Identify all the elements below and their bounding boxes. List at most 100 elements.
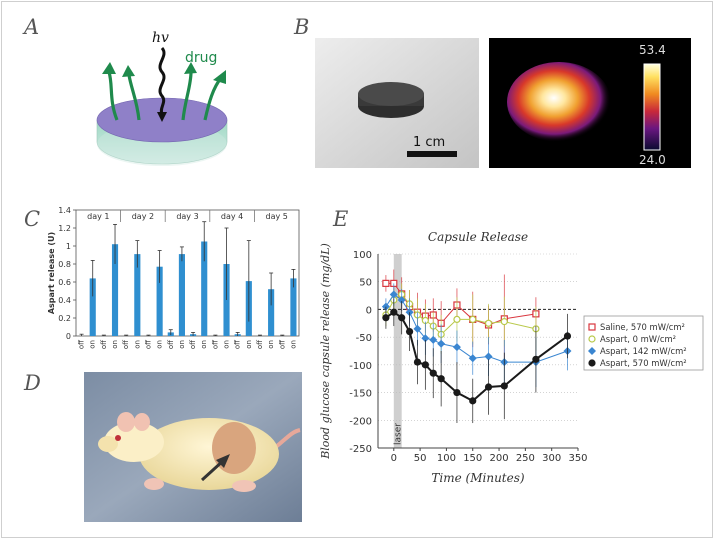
data-point bbox=[413, 324, 422, 333]
panel-c-letter: C bbox=[24, 207, 41, 231]
x-axis-label: Time (Minutes) bbox=[431, 471, 524, 485]
data-point bbox=[500, 318, 508, 326]
x-tick-label: 350 bbox=[568, 453, 587, 464]
x-tick-label: on bbox=[245, 340, 253, 349]
x-tick-label: on bbox=[133, 340, 141, 349]
x-tick-label: on bbox=[200, 340, 208, 349]
x-tick-label: 150 bbox=[463, 453, 482, 464]
x-tick-label: off bbox=[189, 340, 197, 349]
x-tick-label: off bbox=[78, 340, 86, 349]
x-tick-label: on bbox=[178, 340, 186, 349]
bar bbox=[156, 266, 163, 336]
legend-label: Aspart, 570 mW/cm² bbox=[600, 358, 687, 368]
panel-a-letter: A bbox=[24, 15, 40, 39]
x-tick-label: on bbox=[267, 340, 275, 349]
aspart-release-chart: 0 0.2 0.4 0.6 0.8 1 1.2 1.4 Aspart release (U) da… bbox=[47, 206, 300, 349]
legend: Saline, 570 mW/cm² Aspart, 0 mW/cm² Aspart… bbox=[583, 315, 704, 371]
x-tick-label: off bbox=[167, 340, 175, 349]
x-tick-label: 300 bbox=[542, 453, 561, 464]
data-point bbox=[413, 358, 422, 366]
data-point bbox=[429, 335, 438, 344]
bar bbox=[290, 278, 297, 336]
series-group bbox=[382, 283, 540, 354]
y-tick-label: -200 bbox=[349, 416, 372, 427]
data-point bbox=[421, 361, 429, 369]
data-point bbox=[397, 296, 406, 305]
data-point bbox=[429, 369, 437, 377]
data-point bbox=[468, 354, 477, 363]
y-tick-label: 1.2 bbox=[58, 224, 71, 233]
series-group bbox=[382, 298, 572, 424]
hv-label: hv bbox=[152, 30, 169, 46]
y-tick-label: 0 bbox=[66, 332, 71, 341]
data-point bbox=[469, 315, 477, 324]
data-point bbox=[484, 352, 493, 361]
legend-label: Aspart, 0 mW/cm² bbox=[600, 334, 676, 344]
panel-e-letter: E bbox=[333, 207, 349, 231]
series-line bbox=[385, 310, 569, 403]
thermal-image: 53.4 24.0 bbox=[489, 38, 691, 168]
x-tick-label: 200 bbox=[490, 453, 509, 464]
data-point bbox=[484, 383, 493, 391]
plot-frame bbox=[75, 209, 300, 337]
data-point bbox=[452, 343, 461, 352]
day-label: day 1 bbox=[87, 212, 109, 221]
drug-label: drug bbox=[185, 50, 217, 66]
data-point bbox=[398, 314, 406, 322]
y-tick-label: 1 bbox=[66, 242, 71, 251]
bar bbox=[134, 254, 141, 336]
data-point bbox=[469, 397, 477, 405]
series-group bbox=[382, 269, 540, 364]
data-point bbox=[437, 375, 445, 383]
y-tick-label: -50 bbox=[356, 333, 372, 344]
x-tick-label: 0 bbox=[391, 453, 397, 464]
legend-label: Saline, 570 mW/cm² bbox=[600, 322, 685, 332]
scale-bar bbox=[407, 151, 457, 157]
x-tick-label: on bbox=[223, 340, 231, 349]
x-tick-label: off bbox=[278, 340, 286, 349]
colorbar-max: 53.4 bbox=[639, 43, 666, 57]
x-tick-label: off bbox=[100, 340, 108, 349]
x-tick-label: off bbox=[211, 340, 219, 349]
x-tick-label: off bbox=[122, 340, 130, 349]
y-tick-label: 0.2 bbox=[58, 314, 71, 323]
data-point bbox=[453, 388, 461, 397]
y-tick-label: 1.4 bbox=[58, 206, 71, 215]
y-tick-label: -150 bbox=[349, 389, 372, 400]
bar bbox=[111, 244, 119, 336]
y-tick-label: 0.4 bbox=[58, 296, 71, 305]
device-photo: 1 cm bbox=[315, 38, 479, 168]
data-point bbox=[453, 315, 461, 324]
data-point bbox=[389, 290, 398, 299]
y-tick-label: -250 bbox=[349, 444, 372, 455]
y-axis-label: Blood glucose capsule release (mg/dL) bbox=[320, 243, 332, 460]
panel-b-letter: B bbox=[294, 15, 310, 39]
y-axis-label: Aspart release (U) bbox=[47, 232, 56, 314]
x-tick-label: off bbox=[234, 340, 242, 349]
data-point bbox=[381, 302, 390, 311]
data-point bbox=[563, 332, 572, 340]
x-tick-label: on bbox=[89, 340, 97, 349]
light-squiggle bbox=[158, 47, 166, 115]
data-point bbox=[588, 335, 596, 343]
data-point bbox=[405, 328, 414, 336]
colorbar bbox=[643, 63, 661, 151]
x-tick-label: 100 bbox=[437, 453, 456, 464]
data-point bbox=[421, 334, 430, 343]
y-tick-label: 100 bbox=[353, 250, 372, 261]
laser-label: laser bbox=[394, 423, 404, 445]
bar bbox=[89, 278, 96, 336]
bar bbox=[201, 241, 208, 336]
x-tick-label: on bbox=[111, 340, 119, 349]
day-label: day 3 bbox=[176, 212, 198, 221]
data-point bbox=[532, 355, 540, 363]
y-tick-label: 0 bbox=[366, 305, 372, 316]
y-tick-label: 0.6 bbox=[58, 278, 71, 287]
scale-label: 1 cm bbox=[413, 135, 445, 150]
colorbar-min: 24.0 bbox=[639, 153, 666, 167]
rat-photo bbox=[84, 372, 302, 522]
capsule-release-chart: Capsule Release laser 100 50 0 -50 -100 -150 -20… bbox=[320, 230, 704, 485]
data-point bbox=[390, 308, 398, 316]
data-point bbox=[382, 279, 390, 287]
x-tick-label: 50 bbox=[414, 453, 427, 464]
